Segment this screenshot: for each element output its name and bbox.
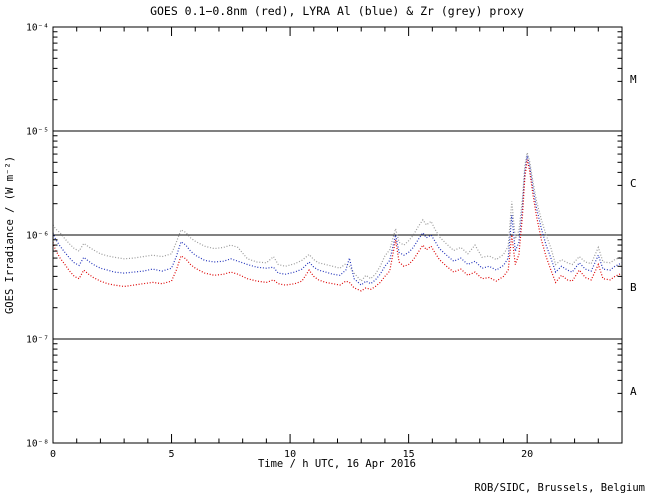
y-tick-label: 10⁻⁴	[26, 23, 49, 34]
axis-ticks	[52, 26, 623, 444]
y-axis-label: GOES Irradiance / (W m⁻²)	[4, 156, 16, 314]
y-axis-tick-labels: 10⁻⁴ 10⁻⁵ 10⁻⁶ 10⁻⁷ 10⁻⁸	[26, 23, 49, 450]
x-axis-tick-labels: 0 5 10 15 20	[50, 449, 533, 460]
x-tick-label: 20	[521, 449, 533, 460]
chart-title: GOES 0.1−0.8nm (red), LYRA Al (blue) & Z…	[150, 4, 524, 18]
x-axis-label: Time / h UTC, 16 Apr 2016	[258, 458, 416, 470]
x-tick-label: 15	[403, 449, 415, 460]
flare-class-letters: M C B A	[630, 73, 637, 398]
data-series-curves	[52, 152, 623, 292]
series-curve-goes-0-1-0-8nm	[52, 159, 623, 292]
x-tick-label: 0	[50, 449, 56, 460]
y-tick-label: 10⁻⁸	[26, 439, 49, 450]
flare-class-boundary-lines	[53, 130, 622, 340]
flare-class-label-c: C	[630, 177, 637, 190]
flare-class-label-a: A	[630, 385, 637, 398]
x-tick-label: 10	[284, 449, 296, 460]
flare-class-label-b: B	[630, 281, 637, 294]
flare-class-label-m: M	[630, 73, 637, 86]
series-curve-lyra-zr-proxy	[52, 152, 623, 283]
y-tick-label: 10⁻⁶	[26, 231, 49, 242]
y-tick-label: 10⁻⁵	[26, 127, 49, 138]
credit-text: ROB/SIDC, Brussels, Belgium	[474, 482, 645, 494]
series-curve-lyra-al-proxy	[52, 155, 623, 286]
x-tick-label: 5	[169, 449, 175, 460]
y-tick-label: 10⁻⁷	[26, 335, 49, 346]
